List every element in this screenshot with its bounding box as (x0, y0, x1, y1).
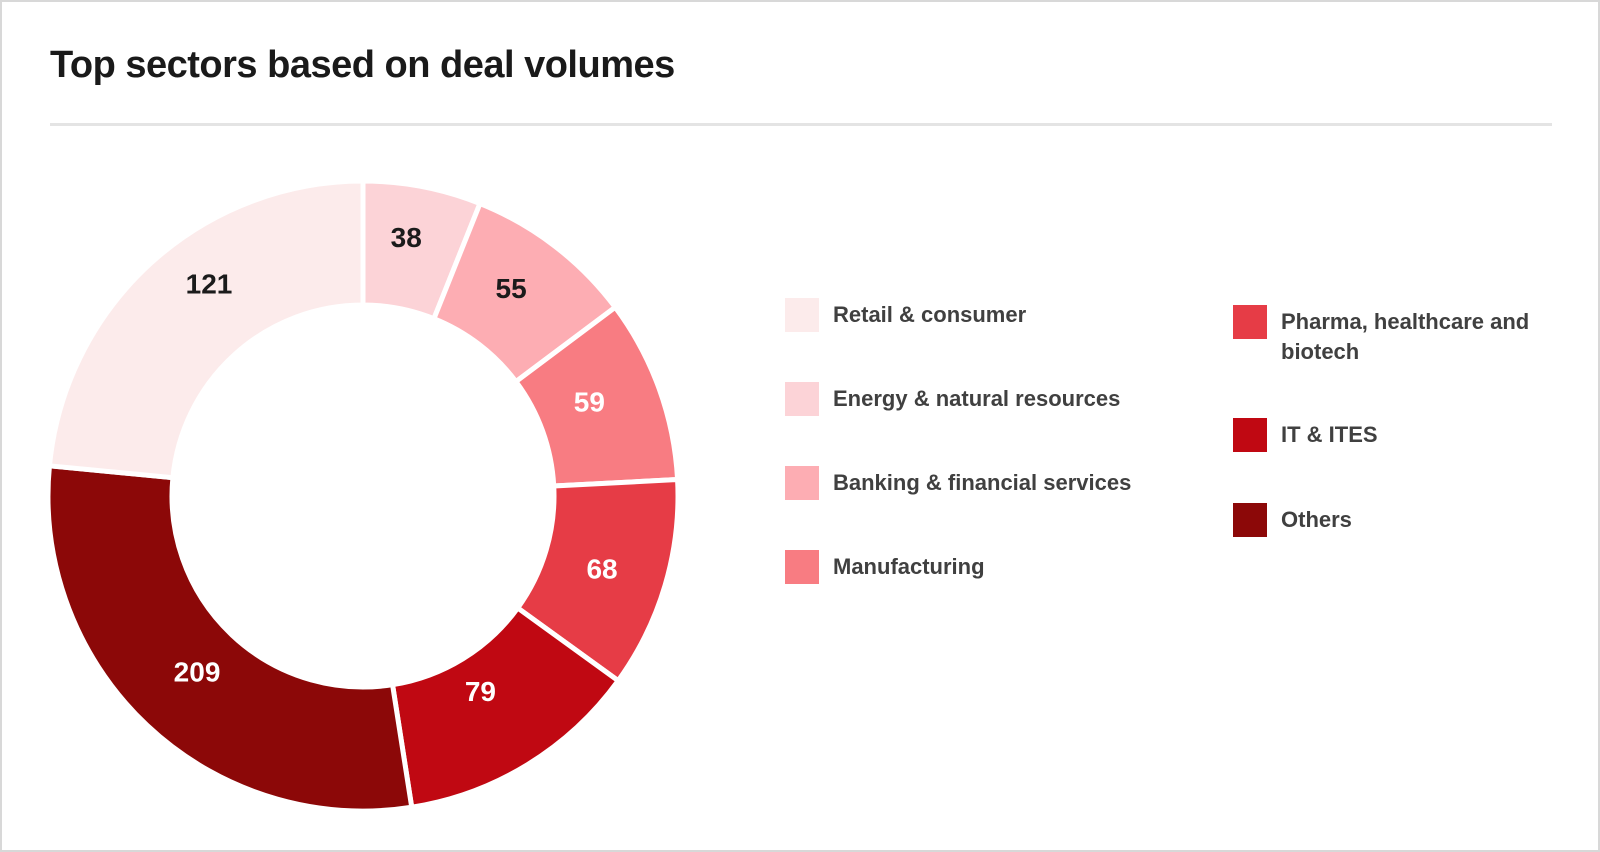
legend-column-1: Retail & consumer Energy & natural resour… (785, 298, 1131, 634)
legend-item-others: Others (1233, 503, 1531, 537)
legend-swatch-pharma-healthcare-and-biotech (1233, 305, 1267, 339)
legend-swatch-manufacturing (785, 550, 819, 584)
legend-swatch-retail-consumer (785, 298, 819, 332)
donut-value-label-banking-financial-services: 55 (496, 273, 527, 304)
legend-label-others: Others (1281, 507, 1352, 532)
legend-column-2: Pharma, healthcare and biotech IT & ITES O… (1233, 305, 1531, 588)
legend-label-retail-consumer: Retail & consumer (833, 302, 1027, 327)
legend-item-energy-natural-resources: Energy & natural resources (785, 382, 1131, 416)
legend-label-pharma-healthcare-and-biotech: Pharma, healthcare and biotech (1281, 309, 1530, 364)
legend-swatch-banking-financial-services (785, 466, 819, 500)
legend-item-banking-financial-services: Banking & financial services (785, 466, 1131, 500)
legend-label-manufacturing: Manufacturing (833, 554, 985, 579)
legend-swatch-others (1233, 503, 1267, 537)
donut-value-label-energy-natural-resources: 38 (391, 222, 422, 253)
legend-label-it-ites: IT & ITES (1281, 422, 1378, 447)
donut-value-label-retail-consumer: 121 (186, 269, 233, 300)
donut-value-label-pharma-healthcare-and-biotech: 68 (586, 554, 617, 585)
legend-item-pharma-healthcare-and-biotech: Pharma, healthcare and biotech (1233, 305, 1531, 367)
legend-swatch-energy-natural-resources (785, 382, 819, 416)
donut-value-label-manufacturing: 59 (574, 387, 605, 418)
legend-swatch-it-ites (1233, 418, 1267, 452)
donut-segment-others (45, 463, 415, 814)
chart-title: Top sectors based on deal volumes (50, 44, 675, 86)
donut-value-label-others: 209 (174, 657, 221, 688)
title-divider (50, 123, 1552, 126)
donut-chart: 38 55 59 68 79 209 121 (45, 178, 681, 814)
legend-label-energy-natural-resources: Energy & natural resources (833, 386, 1121, 411)
legend-item-manufacturing: Manufacturing (785, 550, 1131, 584)
legend-item-it-ites: IT & ITES (1233, 418, 1531, 452)
donut-value-label-it-ites: 79 (465, 676, 496, 707)
legend-item-retail-consumer: Retail & consumer (785, 298, 1131, 332)
legend-label-banking-financial-services: Banking & financial services (833, 470, 1132, 495)
donut-segment-retail-consumer (46, 178, 366, 481)
